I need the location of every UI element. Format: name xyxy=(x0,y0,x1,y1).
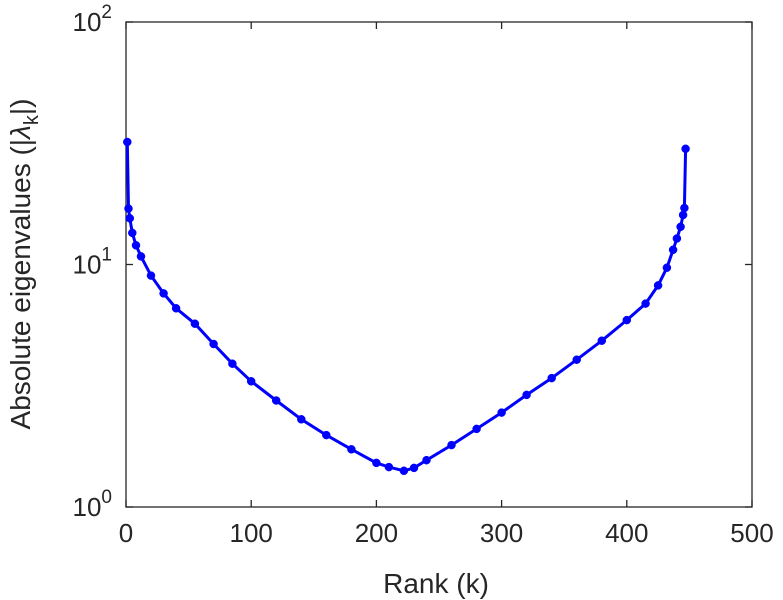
data-point xyxy=(228,359,237,368)
data-point xyxy=(124,204,133,213)
data-point xyxy=(680,203,689,213)
y-axis-label: Absolute eigenvalues (|λk|) xyxy=(5,99,43,430)
data-point xyxy=(653,281,663,290)
y-axis-label-subscript: k xyxy=(21,114,43,125)
data-point xyxy=(622,315,632,325)
data-point xyxy=(662,263,672,272)
x-axis-label: Rank (k) xyxy=(383,568,489,599)
data-point xyxy=(422,455,431,465)
y-tick-label: 101 xyxy=(73,245,113,280)
data-point xyxy=(297,415,306,424)
y-axis-label-lambda: λ xyxy=(5,125,36,141)
data-point xyxy=(672,234,682,243)
y-tick-base: 10 xyxy=(73,250,102,280)
data-point xyxy=(246,377,256,386)
y-tick-exponent: 0 xyxy=(101,487,112,508)
data-point xyxy=(399,466,409,476)
data-point xyxy=(347,445,356,454)
data-point xyxy=(131,241,141,250)
data-point xyxy=(678,210,688,220)
x-tick-label: 400 xyxy=(605,518,648,548)
data-point xyxy=(497,408,506,417)
data-point xyxy=(676,222,685,232)
data-point xyxy=(547,373,556,383)
x-tick-label: 200 xyxy=(355,518,398,548)
x-tick-label: 100 xyxy=(230,518,273,548)
data-point xyxy=(209,339,218,349)
data-point xyxy=(681,144,690,154)
data-point xyxy=(641,299,650,308)
data-point xyxy=(136,252,146,261)
series-layer xyxy=(123,137,690,476)
y-axis-label-text: Absolute eigenvalues (| xyxy=(5,139,36,430)
data-point xyxy=(190,319,200,328)
data-point xyxy=(322,430,331,440)
y-tick-base: 10 xyxy=(73,492,102,522)
data-point xyxy=(597,336,607,345)
data-point xyxy=(171,304,181,313)
x-tick-label: 300 xyxy=(480,518,523,548)
data-point xyxy=(522,390,531,400)
y-tick-base: 10 xyxy=(73,7,102,37)
y-tick-label: 102 xyxy=(73,2,113,37)
data-point xyxy=(668,245,678,255)
data-point xyxy=(572,355,581,364)
data-point xyxy=(447,440,456,450)
data-point xyxy=(123,137,132,147)
series-line xyxy=(125,140,688,473)
y-tick-label: 100 xyxy=(73,487,113,522)
y-tick-exponent: 2 xyxy=(101,2,112,23)
x-tick-labels: 0 100 200 300 400 500 xyxy=(119,518,774,548)
data-point xyxy=(271,396,281,405)
data-point xyxy=(409,463,419,473)
data-point xyxy=(372,458,381,468)
plot-box xyxy=(125,21,753,508)
x-tick-label: 500 xyxy=(730,518,773,548)
data-point xyxy=(159,289,168,298)
data-point xyxy=(125,214,135,223)
data-point xyxy=(384,462,394,472)
data-point xyxy=(146,271,156,280)
data-point xyxy=(128,228,137,238)
data-point xyxy=(472,424,481,434)
y-tick-exponent: 1 xyxy=(101,245,112,266)
y-axis-label-close: |) xyxy=(5,99,36,116)
plot-frame xyxy=(125,21,753,508)
x-tick-label: 0 xyxy=(119,518,133,548)
